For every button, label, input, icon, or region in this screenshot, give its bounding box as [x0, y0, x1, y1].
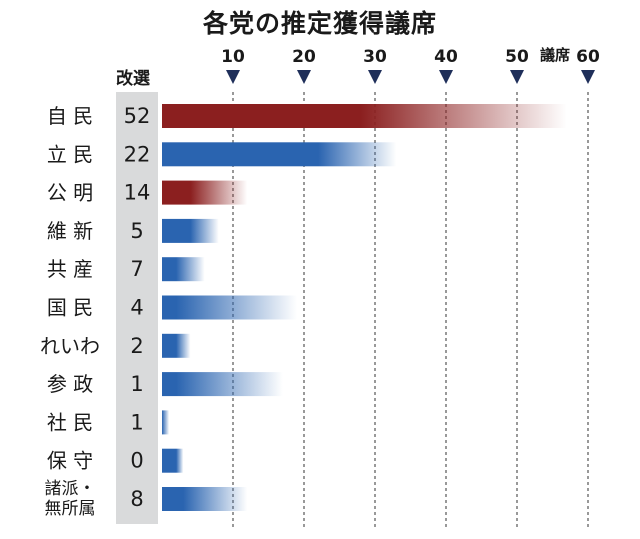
bar-seat-range [162, 333, 191, 358]
seats-up-value: 0 [130, 449, 143, 473]
bar-seat-range [162, 448, 184, 473]
tick-label-20: 20 [292, 47, 316, 67]
tick-marker-30 [368, 70, 382, 84]
tick-label-60: 60 [576, 47, 600, 67]
bar-seat-range [162, 104, 567, 128]
bar-seat-range [162, 487, 248, 511]
tick-label-50: 50 [505, 47, 529, 67]
seats-up-column-background [116, 92, 158, 524]
bar-seat-range [162, 180, 248, 205]
party-name-label: 共 産 [47, 257, 93, 281]
seats-up-value: 4 [130, 296, 143, 320]
seats-up-value: 22 [124, 142, 151, 166]
seats-up-value: 8 [130, 487, 143, 511]
bar-seat-range [162, 142, 397, 167]
party-name-label: 公 明 [47, 181, 93, 205]
seats-up-value: 7 [130, 257, 143, 281]
seats-up-value: 5 [130, 219, 143, 243]
bar-seat-range [162, 218, 219, 243]
seats-up-value: 14 [124, 181, 151, 205]
party-name-label: 自 民 [47, 104, 93, 128]
tick-label-30: 30 [363, 47, 387, 67]
party-name-label: れいわ [40, 334, 100, 358]
tick-marker-40 [439, 70, 453, 84]
party-name-label: 無所属 [45, 499, 96, 519]
bar-seat-range [162, 295, 297, 320]
x-axis-unit-label: 議席 [540, 46, 571, 64]
seats-up-value: 2 [130, 334, 143, 358]
party-name-label: 社 民 [47, 410, 93, 434]
bar-seat-range [162, 410, 170, 435]
tick-marker-10 [226, 70, 240, 84]
tick-label-40: 40 [434, 47, 458, 67]
tick-marker-50 [510, 70, 524, 84]
party-name-label: 参 政 [47, 372, 93, 396]
party-name-label: 維 新 [47, 219, 93, 243]
seats-up-value: 1 [130, 410, 143, 434]
seats-up-value: 1 [130, 372, 143, 396]
seats-up-column-header: 改選 [116, 69, 150, 89]
tick-label-10: 10 [221, 47, 245, 67]
party-name-label: 国 民 [47, 296, 93, 320]
party-name-label: 立 民 [47, 142, 93, 166]
chart-title: 各党の推定獲得議席 [202, 9, 437, 38]
bar-seat-range [162, 372, 283, 397]
bar-seat-range [162, 257, 205, 282]
tick-marker-60 [581, 70, 595, 84]
tick-marker-20 [297, 70, 311, 84]
party-name-label: 諸派・ [45, 479, 96, 499]
party-name-label: 保 守 [47, 449, 93, 473]
seats-up-value: 52 [124, 104, 151, 128]
